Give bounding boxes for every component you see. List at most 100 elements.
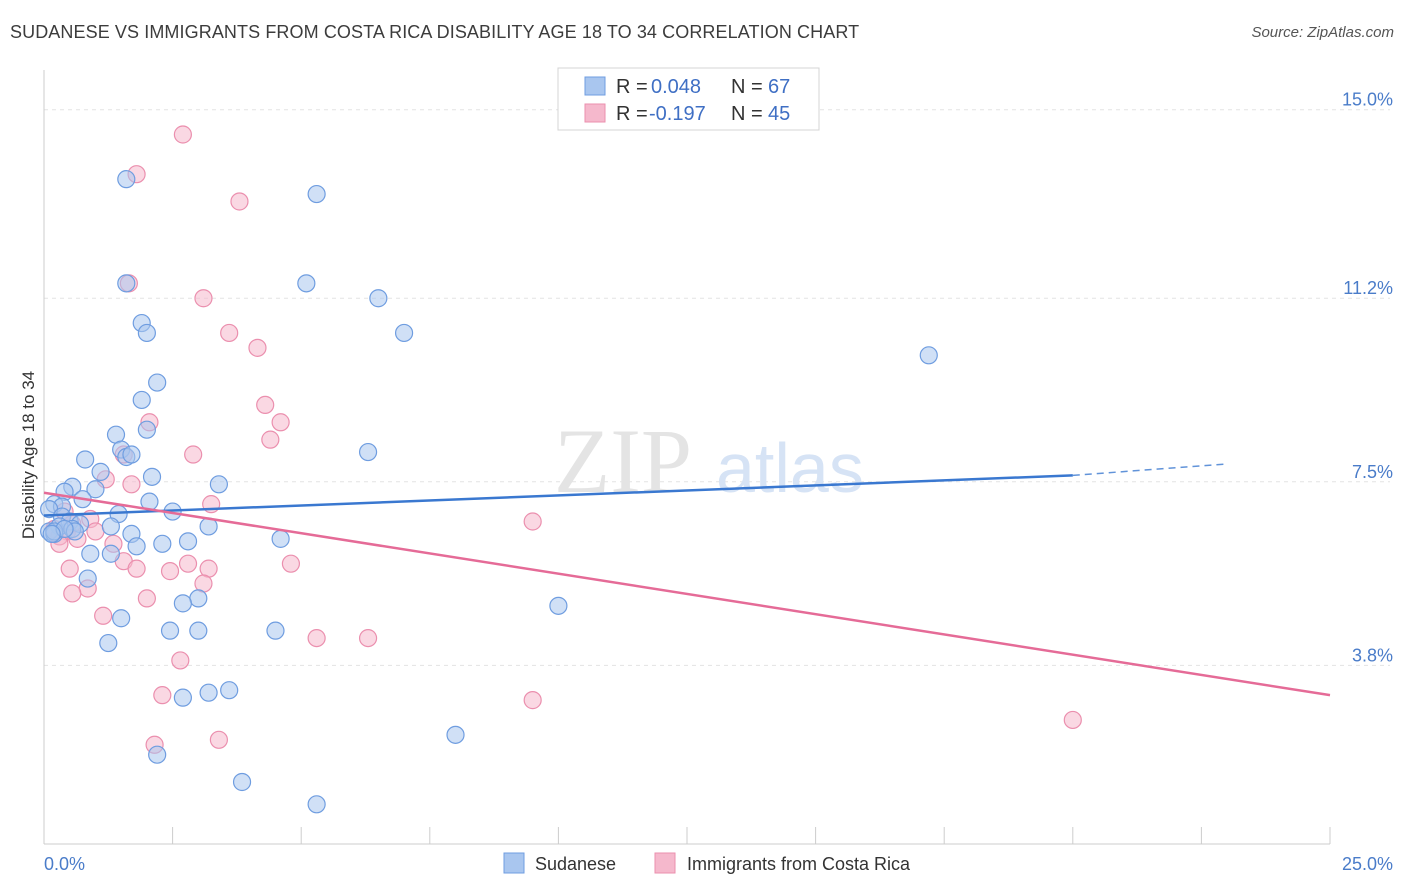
costa-rica-point [209, 730, 228, 749]
y-tick-label: 11.2% [1343, 278, 1393, 298]
costa-rica-trend-line [43, 491, 1331, 697]
costa-rica-point [220, 323, 239, 343]
watermark-atlas: atlas [716, 429, 864, 507]
grid-layer [44, 109, 1390, 666]
costa-rica-point [63, 584, 82, 603]
y-tick-label: 7.5% [1352, 462, 1393, 482]
sudanese-point [112, 609, 131, 628]
y-axis-title: Disability Age 18 to 34 [19, 371, 38, 539]
sudanese-point [173, 594, 192, 613]
legend-n-value-costa-rica: 45 [768, 103, 790, 125]
sudanese-point [220, 681, 239, 700]
sudanese-point [307, 184, 326, 204]
sudanese-trend-extension [1072, 463, 1228, 477]
costa-rica-point [523, 691, 542, 710]
costa-rica-point [281, 554, 301, 573]
series-legend: Sudanese Immigrants from Costa Rica [503, 852, 911, 874]
sudanese-point [76, 450, 95, 469]
watermark: ZIP atlas [554, 410, 864, 512]
sudanese-point [394, 323, 414, 343]
costa-rica-point [60, 559, 79, 578]
legend-r-label-costa-rica: R = [616, 103, 648, 125]
sudanese-point [549, 596, 568, 615]
sudanese-point [86, 480, 105, 499]
sudanese-point [446, 725, 465, 744]
sudanese-point [101, 544, 120, 563]
legend-n-label-costa-rica: N = [731, 103, 763, 125]
sudanese-point [132, 390, 151, 410]
legend-swatch-costa-rica [584, 103, 606, 123]
sudanese-point [919, 346, 938, 365]
sudanese-point [266, 621, 285, 640]
costa-rica-point [153, 686, 172, 705]
costa-rica-point [523, 512, 542, 531]
sudanese-point [369, 289, 388, 308]
chart-source: Source: ZipAtlas.com [1251, 24, 1394, 41]
sudanese-point [189, 589, 208, 608]
sudanese-point [137, 420, 156, 439]
sudanese-trend-line [43, 474, 1073, 517]
legend-r-label-sudanese: R = [616, 76, 648, 98]
sudanese-point [307, 795, 326, 814]
costa-rica-point [307, 628, 326, 648]
costa-rica-point [137, 589, 156, 608]
bottom-legend-label-sudanese: Sudanese [535, 854, 616, 874]
sudanese-point [81, 544, 100, 563]
bottom-legend-swatch-costa-rica [654, 852, 676, 874]
costa-rica-point [230, 192, 249, 211]
sudanese-point [232, 772, 252, 792]
bottom-legend-label-costa-rica: Immigrants from Costa Rica [687, 854, 911, 874]
points-layer [40, 125, 1082, 814]
costa-rica-point [127, 559, 146, 578]
sudanese-point [189, 621, 208, 640]
costa-rica-point [86, 522, 105, 541]
costa-rica-point [358, 628, 378, 648]
costa-rica-point [261, 430, 280, 449]
costa-rica-point [248, 338, 267, 357]
costa-rica-point [173, 125, 192, 144]
costa-rica-point [194, 289, 213, 308]
sudanese-point [297, 274, 316, 293]
costa-rica-point [160, 562, 180, 581]
costa-rica-point [256, 395, 275, 415]
sudanese-point [117, 170, 136, 189]
sudanese-point [153, 534, 172, 553]
sudanese-point [142, 467, 162, 486]
sudanese-point [209, 475, 228, 494]
watermark-zip: ZIP [554, 410, 692, 512]
sudanese-point [78, 569, 97, 588]
legend-n-label-sudanese: N = [731, 76, 763, 98]
sudanese-point [42, 524, 61, 544]
sudanese-point [99, 633, 118, 653]
sudanese-point [122, 445, 141, 464]
y-tick-label: 15.0% [1342, 90, 1393, 110]
sudanese-point [271, 529, 290, 548]
legend-n-value-sudanese: 67 [768, 76, 790, 98]
costa-rica-point [94, 606, 113, 625]
y-tick-label: 3.8% [1352, 645, 1393, 665]
sudanese-point [137, 323, 156, 343]
trend-layer [43, 463, 1331, 697]
correlation-legend: R = 0.048 N = 67 R = -0.197 N = 45 [557, 67, 820, 131]
x-tick-label: 25.0% [1342, 854, 1393, 874]
sudanese-point [148, 373, 167, 392]
legend-r-value-costa-rica: -0.197 [649, 103, 706, 125]
sudanese-point [160, 621, 180, 640]
sudanese-point [117, 274, 136, 293]
axis-layer: 3.8% 7.5% 11.2% 15.0% 0.0% 25.0% [43, 70, 1393, 874]
sudanese-point [127, 537, 146, 556]
costa-rica-point [178, 554, 198, 573]
legend-r-value-sudanese: 0.048 [651, 76, 701, 98]
costa-rica-point [122, 475, 141, 494]
sudanese-point [91, 462, 110, 481]
sudanese-point [178, 532, 198, 551]
sudanese-point [173, 688, 192, 707]
costa-rica-point [1063, 710, 1082, 730]
sudanese-point [101, 517, 120, 536]
legend-swatch-sudanese [584, 76, 606, 96]
bottom-legend-swatch-sudanese [503, 852, 525, 874]
costa-rica-point [271, 413, 290, 432]
costa-rica-point [184, 445, 203, 464]
costa-rica-point [171, 651, 190, 670]
